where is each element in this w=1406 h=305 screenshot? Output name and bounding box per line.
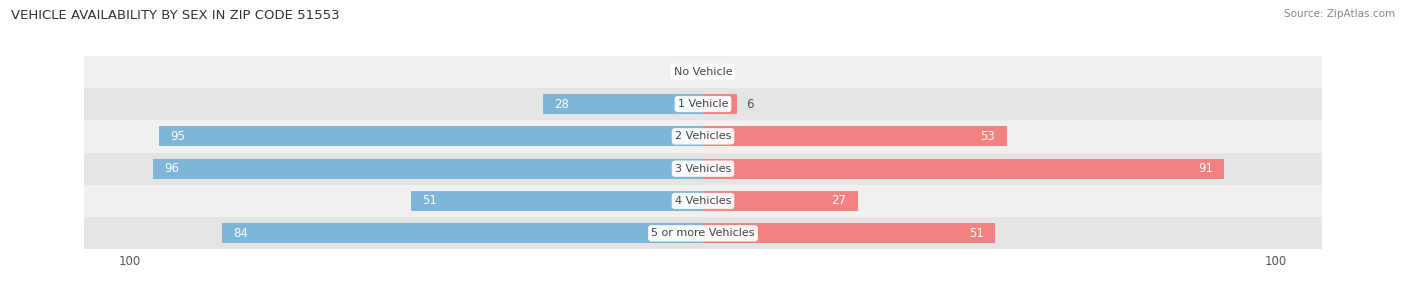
Text: 3 Vehicles: 3 Vehicles	[675, 164, 731, 174]
Bar	[73, 185, 1333, 217]
Bar	[159, 126, 703, 146]
Text: No Vehicle: No Vehicle	[673, 67, 733, 77]
Text: 5 or more Vehicles: 5 or more Vehicles	[651, 228, 755, 238]
Text: 96: 96	[165, 162, 180, 175]
Text: 27: 27	[831, 195, 846, 207]
Legend: Male, Female: Male, Female	[628, 303, 778, 305]
Bar	[73, 88, 1333, 120]
Bar	[73, 217, 1333, 249]
Bar	[73, 152, 1333, 185]
Text: 0: 0	[711, 65, 718, 78]
Text: 91: 91	[1198, 162, 1213, 175]
Bar	[703, 159, 1225, 179]
Text: 95: 95	[170, 130, 186, 143]
Text: Source: ZipAtlas.com: Source: ZipAtlas.com	[1284, 9, 1395, 19]
Bar	[703, 223, 995, 243]
Bar	[73, 120, 1333, 152]
Text: 0: 0	[688, 65, 695, 78]
Text: 84: 84	[233, 227, 249, 240]
Text: 51: 51	[969, 227, 984, 240]
Text: 1 Vehicle: 1 Vehicle	[678, 99, 728, 109]
Text: 28: 28	[554, 98, 569, 110]
Text: 6: 6	[747, 98, 754, 110]
Bar	[222, 223, 703, 243]
Bar	[153, 159, 703, 179]
Text: 51: 51	[422, 195, 437, 207]
Bar	[703, 94, 737, 114]
Text: 2 Vehicles: 2 Vehicles	[675, 131, 731, 141]
Bar	[411, 191, 703, 211]
Text: 53: 53	[980, 130, 995, 143]
Bar	[543, 94, 703, 114]
Text: VEHICLE AVAILABILITY BY SEX IN ZIP CODE 51553: VEHICLE AVAILABILITY BY SEX IN ZIP CODE …	[11, 9, 340, 22]
Text: 4 Vehicles: 4 Vehicles	[675, 196, 731, 206]
Bar	[703, 191, 858, 211]
Bar	[73, 56, 1333, 88]
Bar	[703, 126, 1007, 146]
